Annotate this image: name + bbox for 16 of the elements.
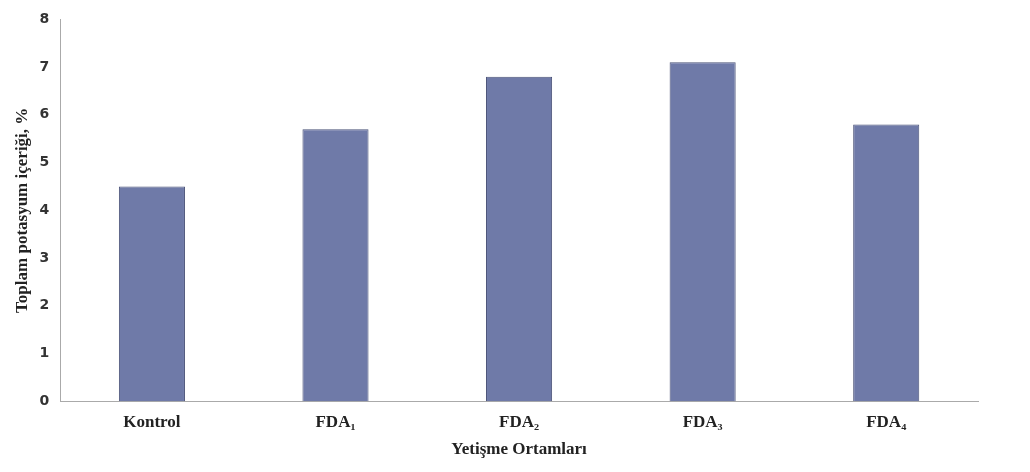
x-axis-title: Yetişme Ortamları	[451, 439, 588, 459]
y-tick-label: 3	[39, 248, 50, 265]
y-tick-label: 0	[39, 391, 50, 408]
y-tick-label: 7	[39, 57, 50, 74]
y-tick-label: 5	[39, 153, 50, 170]
y-tick-label: 1	[39, 344, 50, 361]
x-tick-label: Kontrol	[123, 411, 181, 431]
x-tick-label: FDA₁	[315, 411, 356, 431]
y-tick-label: 8	[39, 10, 50, 27]
y-tick-label: 6	[39, 105, 50, 122]
x-tick-label: FDA₄	[866, 411, 907, 431]
y-tick-label: 2	[39, 296, 50, 313]
y-axis-title: Toplam potasyum içeriği, %	[11, 107, 31, 313]
y-tick-label: 4	[39, 200, 50, 217]
x-tick-label: FDA₃	[682, 411, 723, 431]
x-tick-label: FDA₂	[499, 411, 540, 431]
